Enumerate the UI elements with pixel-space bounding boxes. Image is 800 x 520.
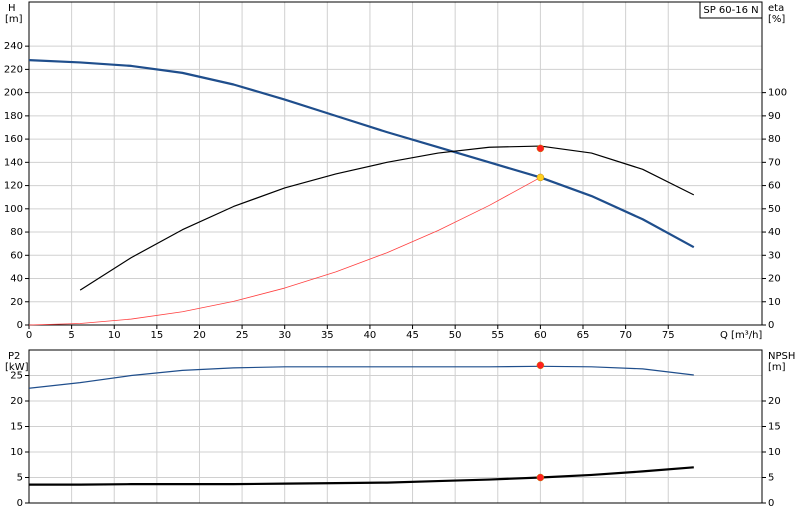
y-tick-label: 25 [10,371,23,382]
x-tick-label: 35 [321,330,334,341]
x-tick-label: 5 [68,330,74,341]
y-tick-label: 100 [4,204,23,215]
duty-point [536,173,545,182]
y-tick-label: 160 [4,134,23,145]
y-tick-label: 80 [10,227,23,238]
y2-tick-label: 10 [768,297,781,308]
y-tick-label: 0 [17,320,23,331]
y-unit: [kW] [5,362,29,373]
y-tick-label: 240 [4,41,23,52]
x-tick-label: 25 [236,330,249,341]
y2-tick-label: 5 [768,473,774,484]
x-tick-label: 45 [406,330,419,341]
y2-tick-label: 90 [768,111,781,122]
y-tick-label: 120 [4,181,23,192]
y-tick-label: 20 [10,396,23,407]
y2-tick-label: 50 [768,204,781,215]
y2-label: NPSH [768,351,795,362]
x-tick-label: 65 [577,330,590,341]
x-tick-label: 60 [534,330,547,341]
x-tick-label: 55 [491,330,504,341]
y2-tick-label: 100 [768,88,787,99]
y-unit: [m] [5,14,23,25]
y-tick-label: 5 [17,473,23,484]
y-tick-label: 15 [10,422,23,433]
x-tick-label: 70 [619,330,632,341]
y-tick-label: 60 [10,250,23,261]
y2-tick-label: 80 [768,134,781,145]
y-tick-label: 40 [10,274,23,285]
x-tick-label: 20 [193,330,206,341]
y-tick-label: 140 [4,157,23,168]
y2-tick-label: 10 [768,447,781,458]
legend-label: SP 60-16 N [703,5,758,16]
y2-label: eta [768,3,784,14]
y2-tick-label: 20 [768,396,781,407]
plot-frame [28,1,763,326]
plot-frame [28,349,763,504]
line-series [28,365,694,389]
y2-tick-label: 60 [768,181,781,192]
x-tick-label: 0 [26,330,32,341]
y2-tick-label: 30 [768,250,781,261]
x-tick-label: 30 [278,330,291,341]
duty-point [536,473,545,482]
x-tick-label: 50 [449,330,462,341]
y-label: P2 [8,351,20,362]
y2-tick-label: 20 [768,274,781,285]
y-tick-label: 200 [4,88,23,99]
line-series [28,177,541,326]
y2-unit: [%] [768,14,785,25]
y2-tick-label: 0 [768,320,774,331]
y-tick-label: 10 [10,447,23,458]
x-tick-label: 15 [150,330,163,341]
line-series [28,58,695,249]
x-tick-label: 40 [364,330,377,341]
line-series [79,145,695,291]
y2-tick-label: 40 [768,227,781,238]
y-tick-label: 0 [17,498,23,509]
line-series [29,466,694,486]
x-tick-label: 75 [662,330,675,341]
y2-tick-label: 15 [768,422,781,433]
legend-box [699,1,763,19]
y-label: H [8,3,16,14]
y2-unit: [m] [768,362,786,373]
y2-tick-label: 70 [768,157,781,168]
y2-tick-label: 0 [768,498,774,509]
y-tick-label: 20 [10,297,23,308]
y-tick-label: 180 [4,111,23,122]
x-tick-label: 10 [108,330,121,341]
duty-point [536,144,545,153]
y-tick-label: 220 [4,64,23,75]
duty-point [536,361,545,370]
x-label: Q [m³/h] [720,330,762,341]
